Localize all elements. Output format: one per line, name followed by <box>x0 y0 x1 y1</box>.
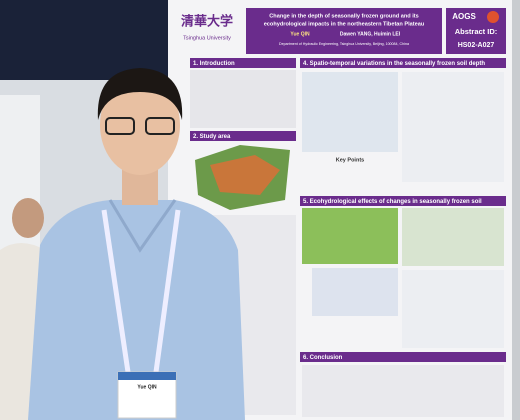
text-block <box>302 365 504 417</box>
figure <box>312 268 398 316</box>
text-block <box>190 70 296 128</box>
table-figure <box>302 208 398 264</box>
conference-logo <box>487 11 499 23</box>
abstract-id: HS02-A027 <box>458 42 495 49</box>
glasses <box>105 117 135 135</box>
figure <box>402 72 504 182</box>
poster-frame <box>512 0 520 420</box>
badge-name: Yue QIN <box>137 384 157 390</box>
section-bar <box>300 58 506 68</box>
figure <box>402 270 504 348</box>
badge-header <box>118 372 176 380</box>
section-title: 5. Ecohydrological effects of changes in… <box>303 199 482 205</box>
section-bar <box>190 131 296 141</box>
presenter: Yue QIN <box>290 31 310 37</box>
title: ecohydrological impacts in the northeast… <box>264 21 425 27</box>
abstract-label: Abstract ID: <box>455 27 498 36</box>
coauthors: Dawen YANG, Huimin LEI <box>340 31 401 37</box>
section-bar <box>300 352 506 362</box>
study-area-map <box>210 155 280 195</box>
glasses <box>145 117 175 135</box>
section-bar <box>190 58 296 68</box>
collar <box>108 199 177 253</box>
key-points: Key Points <box>336 157 364 163</box>
affiliation: Department of Hydraulic Engineering, Tsi… <box>279 42 409 46</box>
lanyard <box>101 209 181 373</box>
figure <box>402 208 504 266</box>
section-title: 6. Conclusion <box>303 355 343 361</box>
section-bar <box>300 196 506 206</box>
figure <box>302 72 398 152</box>
section-title: 4. Spatio-temporal variations in the sea… <box>303 61 485 67</box>
section-title: 1. Introduction <box>193 61 235 67</box>
university: Tsinghua University <box>183 35 231 41</box>
title: Change in the depth of seasonally frozen… <box>269 13 419 19</box>
section-title: 2. Study area <box>193 134 231 140</box>
visitor-head <box>12 198 44 238</box>
logo: 清華大学 <box>181 13 233 28</box>
hair <box>97 68 183 120</box>
conference: AOGS <box>452 12 476 21</box>
title-box <box>246 8 442 54</box>
shirt <box>28 200 245 420</box>
face <box>100 75 180 175</box>
